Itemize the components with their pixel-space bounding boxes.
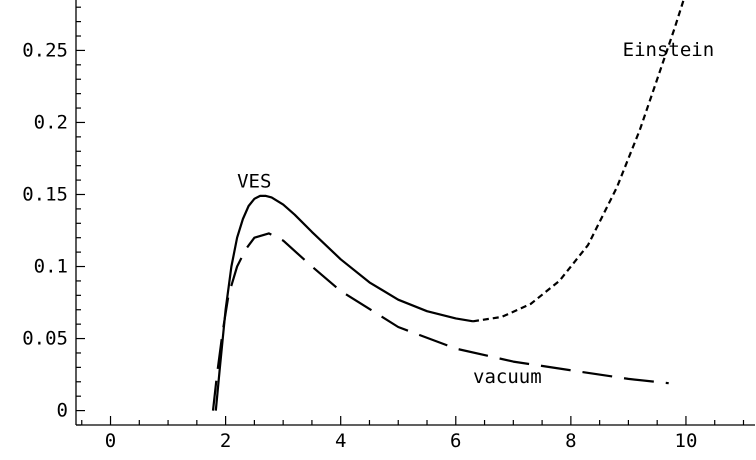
x-tick-label: 2 (220, 430, 231, 452)
y-tick-label: 0.2 (34, 111, 68, 133)
series-line-vacuum (211, 232, 669, 411)
x-tick-label: 0 (105, 430, 116, 452)
series-line-einstein (472, 0, 685, 323)
x-tick-label: 10 (675, 430, 698, 452)
series-line-ves (214, 194, 474, 411)
y-tick-label: 0.05 (22, 328, 68, 350)
x-tick-label: 6 (450, 430, 461, 452)
y-tick-label: 0.1 (34, 256, 68, 278)
label-vacuum: vacuum (473, 366, 542, 388)
y-tick-label: 0.15 (22, 183, 68, 205)
y-tick-label: 0 (57, 400, 68, 422)
axes (75, 0, 755, 426)
y-tick-label: 0.25 (22, 39, 68, 61)
x-tick-label: 8 (565, 430, 576, 452)
label-einstein: Einstein (623, 39, 715, 61)
x-tick-label: 4 (335, 430, 346, 452)
label-ves: VES (237, 170, 271, 192)
series-group (211, 0, 685, 411)
ticks: 0 2 4 6 8 10 0 0.05 0.1 0.15 0.2 0.25 (22, 6, 745, 452)
annotations: VES Einstein vacuum (237, 39, 714, 388)
